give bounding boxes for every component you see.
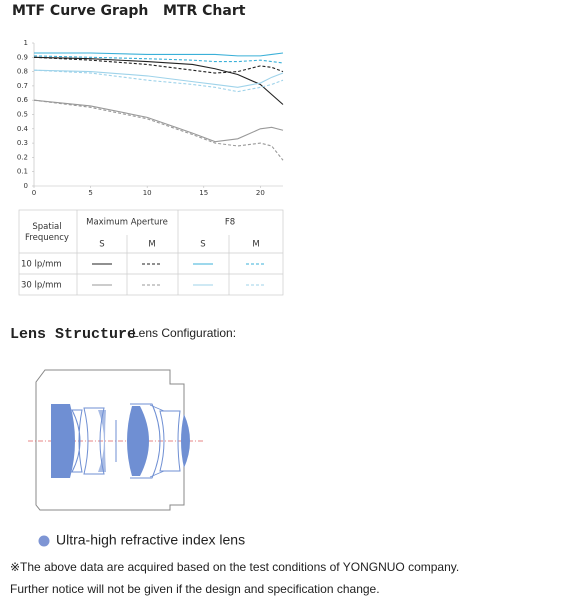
group-header: F8 bbox=[225, 218, 235, 228]
subtitle: MTR Chart bbox=[163, 3, 246, 19]
y-tick-label: 0.8 bbox=[17, 68, 28, 76]
x-tick-label: 15 bbox=[199, 189, 208, 197]
mtf-line bbox=[33, 69, 284, 93]
group-header: Maximum Aperture bbox=[86, 218, 168, 228]
column-header: S bbox=[99, 240, 104, 250]
row-header: 10 lp/mm bbox=[21, 260, 62, 270]
section-subtitle: Lens Configuration: bbox=[132, 326, 236, 340]
x-tick-label: 5 bbox=[88, 189, 92, 197]
mtf-chart: 00.10.20.30.40.50.60.70.80.910 5 10 15 20 bbox=[17, 39, 284, 197]
y-tick-label: 0.6 bbox=[17, 96, 29, 104]
lens-legend: Ultra-high refractive index lens bbox=[56, 532, 245, 548]
table-grid bbox=[18, 209, 284, 296]
y-tick-label: 0.9 bbox=[17, 53, 28, 61]
y-tick-label: 1 bbox=[24, 39, 28, 47]
y-tick-label: 0.1 bbox=[17, 168, 28, 176]
lens-diagram bbox=[28, 369, 205, 547]
mtf-line bbox=[33, 99, 284, 143]
note: ※The above data are acquired based on th… bbox=[10, 560, 459, 574]
mtf-line bbox=[33, 55, 284, 64]
mtf-line bbox=[33, 69, 284, 88]
y-tick-label: 0.3 bbox=[17, 139, 28, 147]
section-title: Lens Structure bbox=[10, 326, 136, 343]
mtf-line bbox=[34, 52, 284, 57]
spatial-frequency: Spatial Frequency bbox=[25, 222, 69, 243]
note: Further notice will not be given if the … bbox=[10, 582, 380, 596]
mtf-line bbox=[33, 56, 284, 74]
y-tick-label: 0.4 bbox=[17, 125, 29, 133]
column-header: M bbox=[148, 240, 155, 250]
legend-table: Spatial Frequency Maximum Aperture F8 S M… bbox=[18, 209, 284, 296]
x-tick-label: 20 bbox=[256, 189, 265, 197]
y-tick-label: 0.5 bbox=[17, 111, 28, 119]
x-tick-label: 0 bbox=[32, 189, 36, 197]
x-tick-label: 10 bbox=[143, 189, 152, 197]
y-tick-label: 0 bbox=[24, 182, 28, 190]
mtf-line bbox=[33, 56, 284, 105]
title: MTF Curve Graph bbox=[12, 3, 148, 19]
row-header: 30 lp/mm bbox=[21, 281, 62, 291]
y-tick-label: 0.7 bbox=[17, 82, 28, 90]
column-header: S bbox=[200, 240, 205, 250]
mtf-line bbox=[33, 99, 284, 161]
y-tick-label: 0.2 bbox=[17, 153, 28, 161]
column-header: M bbox=[252, 240, 259, 250]
